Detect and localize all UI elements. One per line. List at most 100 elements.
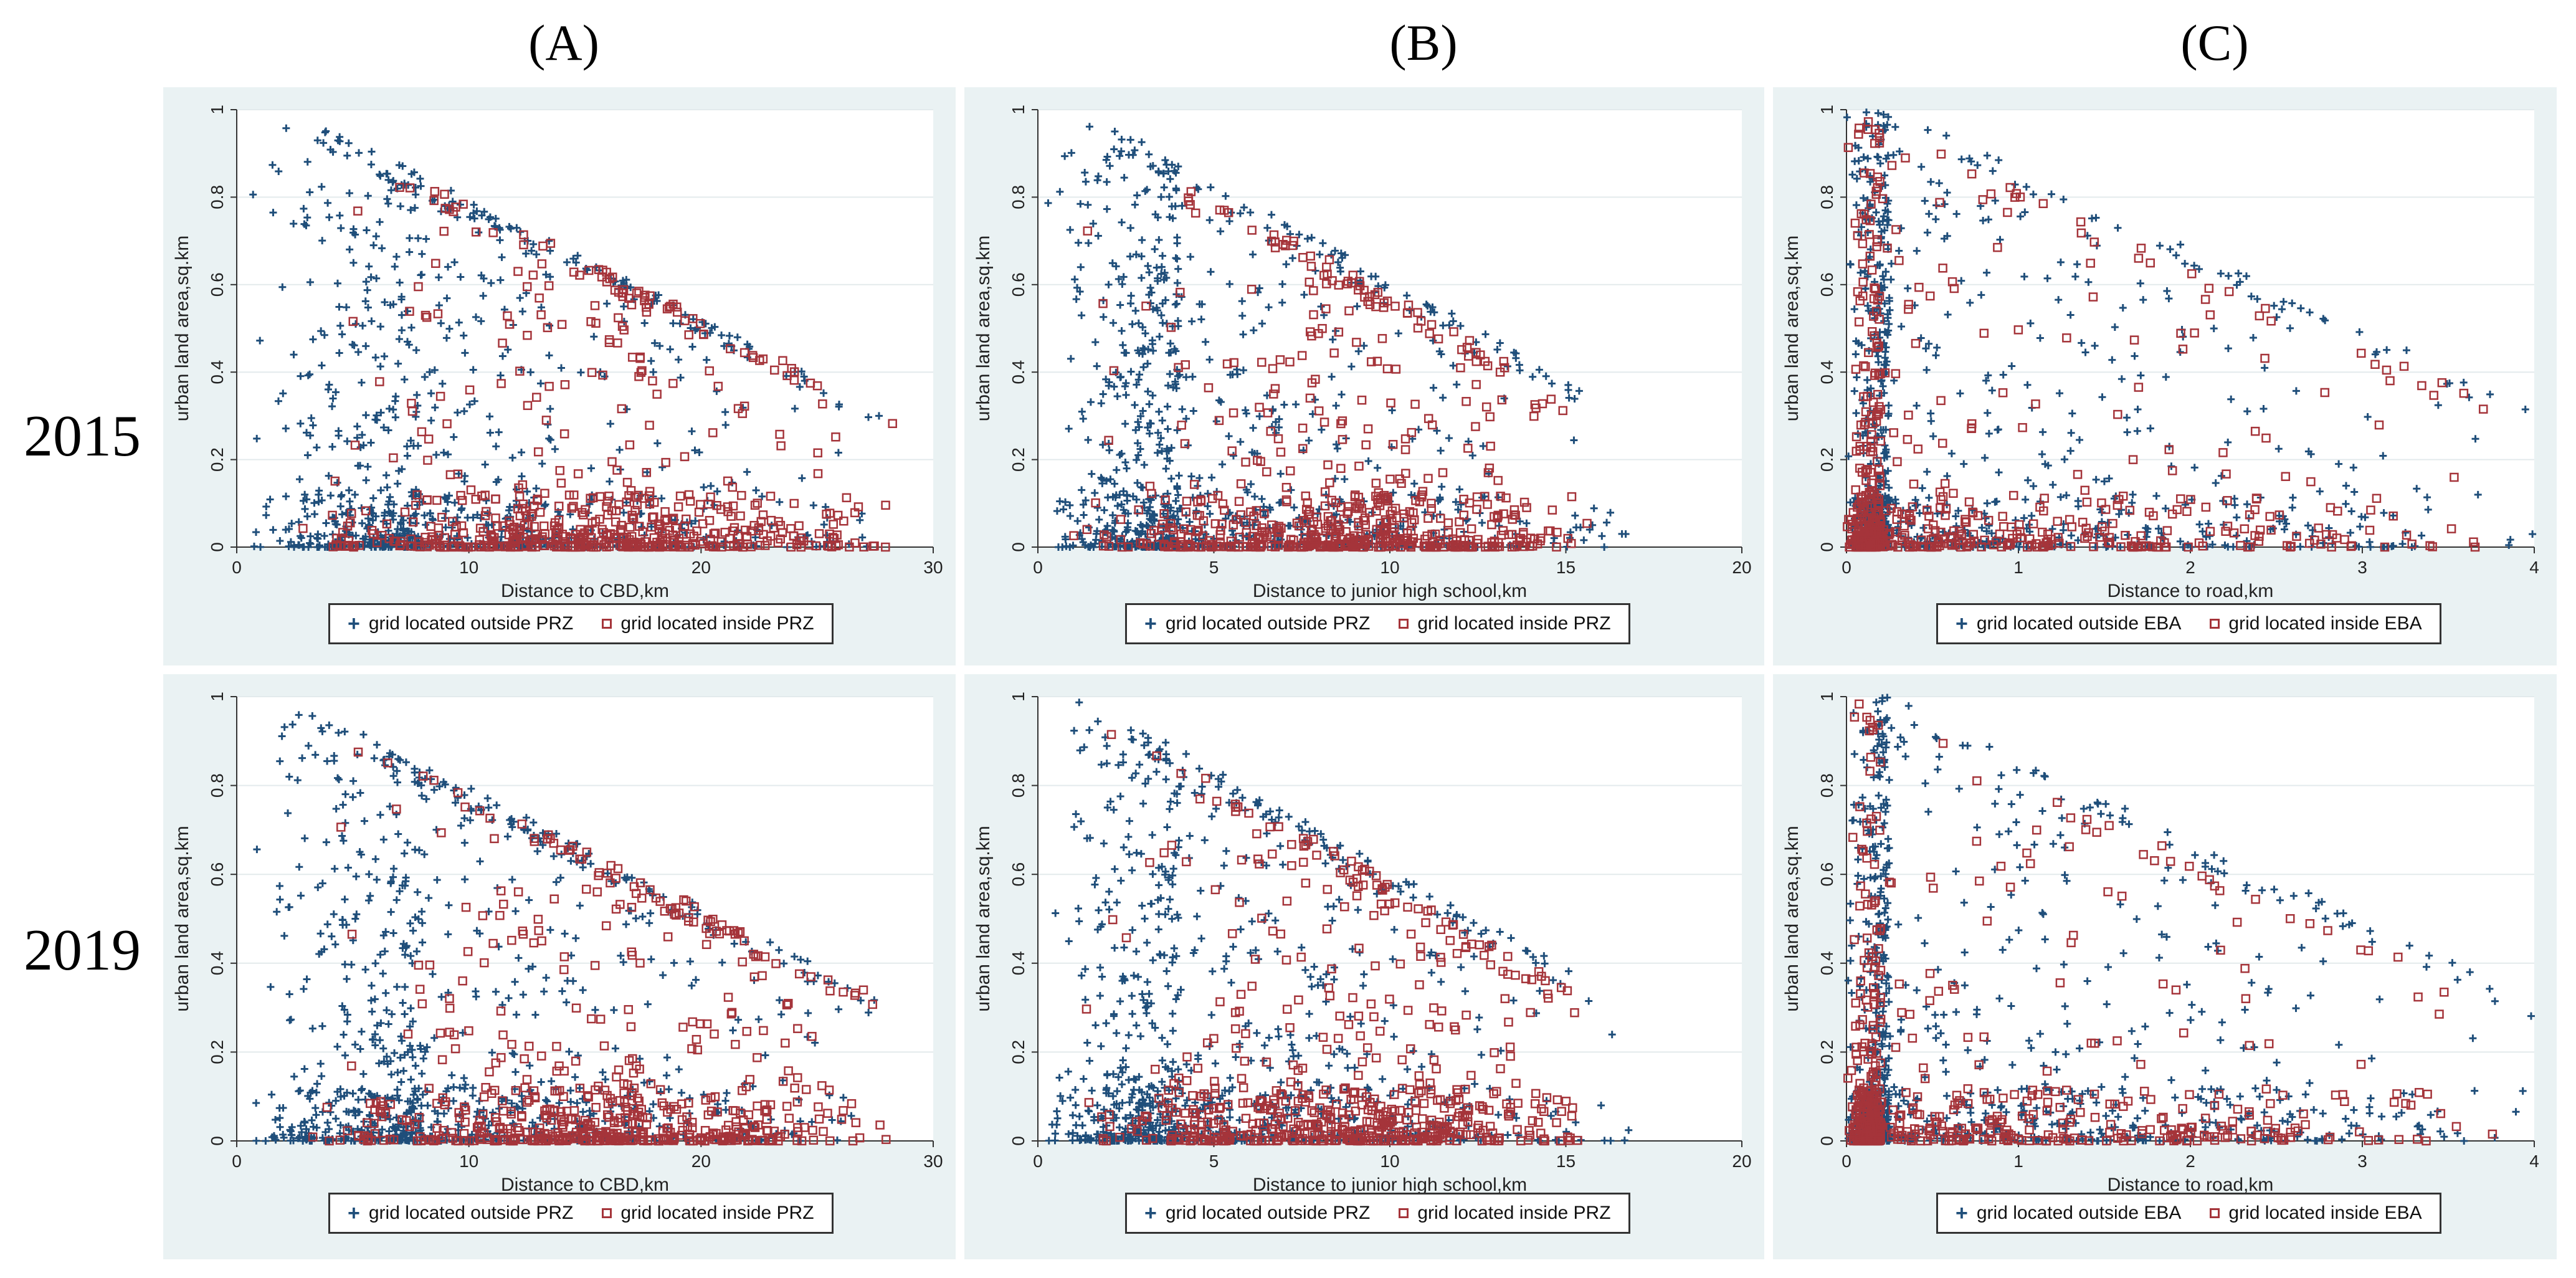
point-outside xyxy=(809,502,817,510)
point-outside xyxy=(451,498,459,507)
point-outside xyxy=(2243,500,2251,508)
point-outside xyxy=(306,278,314,286)
point-outside xyxy=(1957,155,1965,163)
point-outside xyxy=(290,351,298,359)
point-inside xyxy=(1254,532,1264,542)
point-inside xyxy=(1286,540,1295,550)
point-inside xyxy=(431,259,440,268)
point-inside xyxy=(2097,498,2106,508)
point-outside xyxy=(1888,260,1896,268)
point-inside xyxy=(510,541,520,551)
point-inside xyxy=(1969,530,1979,539)
point-outside xyxy=(1156,333,1164,341)
point-outside xyxy=(1452,498,1460,506)
point-inside xyxy=(1922,505,1932,515)
point-inside xyxy=(1857,494,1867,503)
point-outside xyxy=(401,376,409,384)
point-inside xyxy=(705,366,715,376)
point-outside xyxy=(1151,245,1159,253)
point-inside xyxy=(660,507,670,517)
point-inside xyxy=(881,500,890,510)
point-outside xyxy=(1874,121,1882,129)
point-outside xyxy=(1984,371,1992,379)
point-inside xyxy=(668,513,678,523)
point-outside xyxy=(1118,280,1126,288)
point-inside xyxy=(607,457,617,467)
point-outside xyxy=(705,925,713,933)
point-outside xyxy=(470,209,477,217)
point-outside xyxy=(1303,235,1311,243)
scatter-points xyxy=(1843,108,2537,552)
point-outside xyxy=(1075,239,1083,247)
point-outside xyxy=(2289,494,2297,502)
point-inside xyxy=(498,521,508,531)
point-outside xyxy=(1415,426,1423,434)
row-label-2019: 2019 xyxy=(24,918,141,983)
point-inside xyxy=(1361,440,1371,450)
point-outside xyxy=(2091,341,2099,350)
point-outside xyxy=(1056,188,1064,196)
point-outside xyxy=(1126,300,1134,308)
point-outside xyxy=(1885,320,1893,328)
point-outside xyxy=(387,877,395,885)
point-inside xyxy=(1211,541,1221,551)
point-outside xyxy=(348,340,356,348)
point-inside xyxy=(538,241,548,251)
point-outside xyxy=(497,276,505,284)
point-inside xyxy=(881,542,890,552)
point-inside xyxy=(2053,517,2062,526)
point-outside xyxy=(384,199,392,207)
point-outside xyxy=(528,247,536,255)
point-inside xyxy=(1536,536,1545,546)
point-outside xyxy=(2066,447,2075,455)
point-outside xyxy=(1143,186,1151,194)
point-inside xyxy=(1861,475,1871,485)
point-inside xyxy=(1181,360,1190,370)
point-outside xyxy=(1884,331,1892,339)
point-inside xyxy=(822,509,831,519)
point-inside xyxy=(1893,457,1902,467)
point-inside xyxy=(1866,443,1876,452)
point-outside xyxy=(1468,452,1476,460)
point-inside xyxy=(1480,356,1490,366)
point-inside xyxy=(1401,469,1410,478)
point-outside xyxy=(380,423,388,431)
plot-area xyxy=(237,110,933,547)
point-outside xyxy=(1992,497,2000,505)
point-inside xyxy=(1471,379,1481,389)
point-outside xyxy=(1394,330,1402,338)
point-outside xyxy=(858,533,867,541)
point-outside xyxy=(1341,475,1349,484)
point-outside xyxy=(1112,491,1120,499)
point-inside xyxy=(1388,440,1398,449)
point-outside xyxy=(2115,510,2123,518)
point-inside xyxy=(1309,534,1319,544)
point-outside xyxy=(2486,390,2494,398)
point-inside xyxy=(1567,492,1577,502)
point-outside xyxy=(1207,268,1215,276)
point-inside xyxy=(1936,150,1946,159)
point-inside xyxy=(1275,528,1284,537)
point-inside xyxy=(1159,509,1169,518)
point-outside xyxy=(460,407,468,415)
point-inside xyxy=(1463,351,1473,361)
point-inside xyxy=(766,492,776,501)
point-outside xyxy=(1983,151,1991,160)
point-outside xyxy=(358,519,366,527)
point-inside xyxy=(1978,195,1988,204)
point-outside xyxy=(1174,317,1182,325)
point-inside xyxy=(1858,239,1868,249)
point-inside xyxy=(2031,399,2040,409)
point-inside xyxy=(1457,345,1466,355)
x-tick-label: 20 xyxy=(692,558,711,577)
point-inside xyxy=(1861,362,1870,371)
point-outside xyxy=(721,408,730,416)
point-outside xyxy=(1548,379,1556,388)
point-inside xyxy=(1251,542,1261,552)
point-inside xyxy=(1865,251,1875,261)
point-inside xyxy=(1181,507,1191,517)
point-outside xyxy=(1982,527,1990,535)
point-inside xyxy=(566,533,575,543)
point-outside xyxy=(1131,307,1139,315)
point-outside xyxy=(2282,520,2290,528)
